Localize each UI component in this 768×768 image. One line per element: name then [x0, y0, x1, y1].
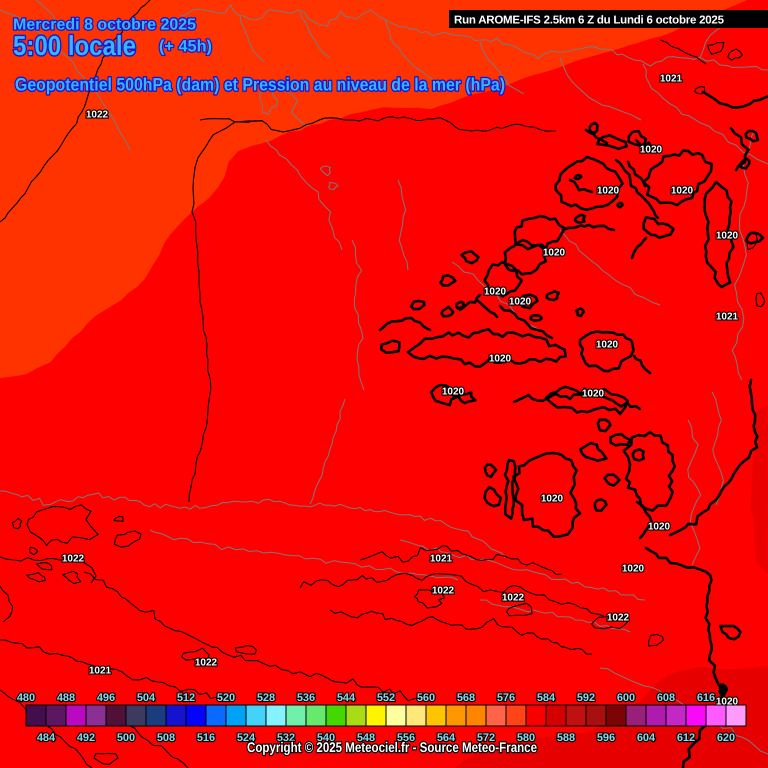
svg-text:528: 528	[257, 692, 275, 704]
svg-text:1022: 1022	[432, 586, 455, 597]
svg-text:612: 612	[677, 732, 695, 744]
svg-text:Copyright © 2025 Meteociel.fr: Copyright © 2025 Meteociel.fr - Source M…	[247, 739, 537, 755]
svg-text:532: 532	[277, 732, 295, 744]
svg-text:620: 620	[717, 732, 735, 744]
svg-text:520: 520	[217, 692, 235, 704]
svg-text:536: 536	[297, 692, 315, 704]
svg-text:576: 576	[497, 692, 515, 704]
svg-text:540: 540	[317, 732, 335, 744]
svg-text:580: 580	[517, 732, 535, 744]
svg-text:496: 496	[97, 692, 115, 704]
svg-text:608: 608	[657, 692, 675, 704]
svg-text:1020: 1020	[597, 186, 620, 197]
svg-text:1020: 1020	[648, 522, 671, 533]
svg-text:616: 616	[697, 692, 715, 704]
svg-text:1020: 1020	[640, 145, 663, 156]
svg-text:488: 488	[57, 692, 75, 704]
svg-text:(+ 45h): (+ 45h)	[159, 38, 212, 56]
svg-text:1021: 1021	[430, 554, 453, 565]
svg-text:584: 584	[537, 692, 556, 704]
svg-text:1020: 1020	[509, 297, 532, 308]
svg-text:1022: 1022	[86, 110, 109, 121]
svg-text:500: 500	[117, 732, 135, 744]
svg-text:588: 588	[557, 732, 575, 744]
svg-text:544: 544	[337, 692, 356, 704]
svg-text:600: 600	[617, 692, 635, 704]
svg-text:592: 592	[577, 692, 595, 704]
svg-text:1022: 1022	[607, 613, 630, 624]
svg-text:552: 552	[377, 692, 395, 704]
svg-text:548: 548	[357, 732, 375, 744]
svg-text:1020: 1020	[582, 389, 605, 400]
svg-text:1020: 1020	[484, 287, 507, 298]
svg-text:492: 492	[77, 732, 95, 744]
svg-text:Mercredi 8 octobre 2025: Mercredi 8 octobre 2025	[13, 17, 196, 34]
svg-text:1021: 1021	[660, 74, 683, 85]
svg-text:Geopotentiel 500hPa (dam) et P: Geopotentiel 500hPa (dam) et Pression au…	[15, 75, 505, 95]
svg-text:604: 604	[637, 732, 656, 744]
svg-text:1020: 1020	[489, 354, 512, 365]
svg-text:1020: 1020	[671, 186, 694, 197]
svg-text:1020: 1020	[622, 564, 645, 575]
svg-text:568: 568	[457, 692, 475, 704]
svg-text:1020: 1020	[716, 231, 739, 242]
svg-text:556: 556	[397, 732, 415, 744]
svg-text:Run AROME-IFS 2.5km 6 Z du Lun: Run AROME-IFS 2.5km 6 Z du Lundi 6 octob…	[454, 15, 725, 27]
svg-text:1021: 1021	[89, 666, 112, 677]
svg-text:560: 560	[417, 692, 435, 704]
svg-text:1020: 1020	[596, 340, 619, 351]
svg-text:564: 564	[437, 732, 456, 744]
svg-text:504: 504	[137, 692, 156, 704]
svg-text:1020: 1020	[541, 494, 564, 505]
svg-text:524: 524	[237, 732, 256, 744]
svg-text:1020: 1020	[543, 248, 566, 259]
svg-text:5:00 locale: 5:00 locale	[13, 30, 136, 61]
svg-text:1021: 1021	[716, 312, 739, 323]
svg-text:596: 596	[597, 732, 615, 744]
svg-text:572: 572	[477, 732, 495, 744]
svg-text:508: 508	[157, 732, 175, 744]
svg-text:512: 512	[177, 692, 195, 704]
svg-text:484: 484	[37, 732, 56, 744]
svg-text:516: 516	[197, 732, 215, 744]
svg-text:1022: 1022	[195, 658, 218, 669]
svg-text:480: 480	[17, 692, 35, 704]
svg-text:1022: 1022	[62, 554, 85, 565]
svg-text:1022: 1022	[502, 593, 525, 604]
svg-text:1020: 1020	[442, 387, 465, 398]
